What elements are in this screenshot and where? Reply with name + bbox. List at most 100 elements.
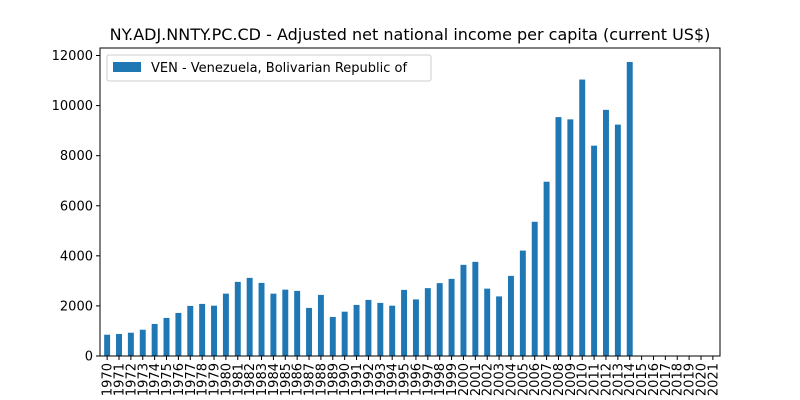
x-tick-label: 1978 [196, 363, 211, 396]
bar-1977 [187, 305, 194, 356]
bar-2013 [614, 124, 621, 357]
y-tick-label: 12000 [52, 49, 93, 64]
x-tick-label: 1981 [231, 363, 246, 396]
x-tick-label: 1976 [172, 363, 187, 396]
bar-1999 [448, 278, 455, 356]
x-tick-label: 2003 [493, 363, 508, 396]
x-tick-label: 1971 [113, 363, 128, 396]
legend-box [106, 54, 432, 82]
x-tick-label: 2013 [611, 363, 626, 396]
y-tick-label: 10000 [52, 99, 93, 114]
y-tick-label: 4000 [60, 249, 93, 264]
y-tick-label: 8000 [60, 149, 93, 164]
bar-2009 [567, 119, 574, 357]
x-tick-label: 2002 [481, 363, 496, 396]
x-tick-label: 2021 [706, 363, 721, 396]
bar-1973 [139, 329, 146, 356]
x-tick-label: 2020 [694, 363, 709, 396]
bar-1986 [294, 290, 301, 356]
x-tick-label: 1973 [136, 363, 151, 396]
bar-1985 [282, 289, 289, 356]
bar-2003 [496, 296, 503, 356]
x-tick-label: 1988 [314, 363, 329, 396]
x-tick-label: 2016 [647, 363, 662, 396]
y-tick-label: 2000 [60, 299, 93, 314]
x-tick-label: 1989 [326, 363, 341, 396]
plot-frame [99, 47, 721, 357]
x-tick-label: 1987 [303, 363, 318, 396]
bar-2001 [472, 261, 479, 356]
bar-1978 [199, 303, 206, 356]
chart-title: NY.ADJ.NNTY.PC.CD - Adjusted net nationa… [110, 25, 711, 44]
bar-1990 [341, 311, 348, 356]
bar-1970 [104, 334, 111, 356]
x-tick-label: 1979 [208, 363, 223, 396]
x-tick-label: 1980 [219, 363, 234, 396]
x-tick-label: 1995 [398, 363, 413, 396]
x-axis: 1970197119721973197419751976197719781979… [101, 356, 721, 396]
legend-swatch [113, 62, 141, 72]
bar-1996 [412, 299, 419, 356]
bar-2008 [555, 117, 562, 356]
x-tick-label: 2018 [671, 363, 686, 396]
x-tick-label: 2010 [576, 363, 591, 396]
y-tick-label: 6000 [60, 199, 93, 214]
x-tick-label: 1970 [101, 363, 116, 396]
bar-1972 [127, 332, 134, 356]
bar-2002 [484, 288, 491, 356]
y-axis: 0 2000 4000 6000 8000 10000 12000 [52, 49, 100, 365]
bar-1995 [401, 289, 408, 356]
y-tick-label: 0 [85, 350, 93, 365]
bar-2005 [519, 250, 526, 356]
x-tick-label: 2001 [469, 363, 484, 396]
x-tick-label: 1985 [279, 363, 294, 396]
bar-1998 [436, 283, 443, 356]
x-tick-label: 1986 [291, 363, 306, 396]
x-tick-label: 2017 [659, 363, 674, 396]
x-tick-label: 2006 [528, 363, 543, 396]
x-tick-label: 2000 [457, 363, 472, 396]
bar-2000 [460, 264, 467, 356]
x-tick-label: 2009 [564, 363, 579, 396]
x-tick-label: 2008 [552, 363, 567, 396]
bar-1979 [211, 305, 217, 356]
bar-2010 [579, 79, 586, 357]
x-tick-label: 1993 [374, 363, 389, 396]
x-tick-label: 1972 [124, 363, 139, 396]
x-tick-label: 1975 [160, 363, 175, 396]
bar-2012 [603, 109, 609, 356]
x-tick-label: 2011 [588, 363, 603, 396]
x-tick-label: 1984 [267, 363, 282, 396]
x-tick-label: 2015 [635, 363, 650, 396]
x-tick-label: 2012 [599, 363, 614, 396]
bar-1975 [163, 317, 170, 356]
x-tick-label: 1974 [148, 363, 163, 396]
bar-2007 [543, 181, 550, 356]
bar-1989 [329, 316, 336, 356]
x-tick-label: 1999 [445, 363, 460, 396]
x-tick-label: 1998 [433, 363, 448, 396]
legend: VEN - Venezuela, Bolivarian Republic of [106, 54, 432, 82]
x-tick-label: 1983 [255, 363, 270, 396]
x-tick-label: 1977 [184, 363, 199, 396]
bar-1981 [234, 281, 241, 356]
bar-1993 [377, 302, 384, 356]
bar-2014 [626, 62, 633, 357]
bar-1994 [389, 305, 396, 356]
legend-label: VEN - Venezuela, Bolivarian Republic of [151, 61, 408, 76]
x-tick-label: 2005 [516, 363, 531, 396]
bar-1997 [424, 288, 431, 356]
bar-2011 [591, 145, 598, 356]
bar-2004 [507, 275, 514, 356]
bar-1987 [306, 307, 313, 356]
bar-1980 [222, 293, 229, 356]
bar-1976 [175, 312, 182, 356]
bar-2006 [531, 221, 538, 356]
bar-1971 [116, 333, 122, 356]
bar-1974 [151, 323, 158, 356]
x-tick-label: 1992 [362, 363, 377, 396]
bar-1984 [270, 293, 277, 356]
x-tick-label: 1996 [409, 363, 424, 396]
x-tick-label: 1990 [338, 363, 353, 396]
